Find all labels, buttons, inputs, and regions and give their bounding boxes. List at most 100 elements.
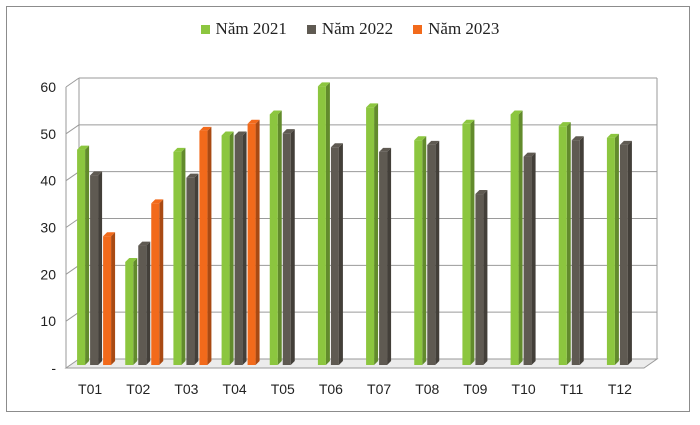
bar [269, 110, 282, 365]
bar-front [427, 144, 436, 365]
x-tick-label: T10 [512, 381, 536, 397]
bar-front [77, 149, 86, 365]
bar-side [229, 131, 234, 365]
bar-top [427, 140, 440, 145]
bar-front [103, 236, 112, 365]
bar-side [531, 152, 536, 365]
bar-side [255, 119, 260, 365]
x-tick-label: T03 [174, 381, 198, 397]
bar-side [470, 119, 475, 365]
bar-front [330, 147, 339, 365]
bar-side [85, 145, 90, 365]
bar-top [269, 110, 282, 115]
bar [103, 232, 116, 365]
legend-label-2021: Năm 2021 [215, 19, 287, 38]
bar-side [483, 190, 488, 365]
bar-front [379, 151, 388, 365]
bar-side [98, 171, 103, 365]
gridline-side [65, 218, 80, 228]
y-tick-label: 50 [40, 126, 56, 142]
gridline-side [65, 264, 80, 275]
bar-front [606, 137, 615, 365]
bar-front [186, 177, 195, 365]
gridline-side [65, 311, 80, 322]
y-tick-label: 30 [40, 220, 56, 236]
bar-top [366, 103, 379, 108]
bar-side [387, 147, 392, 365]
bar [475, 190, 488, 365]
x-tick-label: T04 [223, 381, 247, 397]
bar [282, 129, 295, 365]
bar-top [138, 241, 151, 246]
legend-label-2022: Năm 2022 [321, 19, 394, 38]
bar-front [510, 114, 519, 365]
bar-side [159, 199, 164, 365]
bar-top [199, 126, 212, 131]
bar-front [462, 123, 471, 365]
bar-top [317, 82, 330, 87]
bar [571, 136, 584, 365]
bar [510, 110, 523, 365]
bar-top [619, 140, 632, 145]
bar [90, 171, 103, 365]
bar [199, 126, 212, 365]
bar-top [523, 152, 536, 157]
bar [558, 122, 571, 366]
bar-side [290, 129, 295, 365]
y-tick-label: - [51, 360, 56, 376]
bar-front [619, 144, 628, 365]
chart-floor [64, 358, 659, 369]
bar-top [221, 131, 234, 136]
bar-top [103, 232, 116, 237]
bar-front [199, 130, 208, 365]
bar [330, 143, 343, 365]
bar [138, 241, 151, 365]
y-tick-label: 20 [40, 266, 56, 282]
bar [379, 147, 392, 365]
legend-item-2022: Năm 2022 [306, 19, 394, 39]
bar [221, 131, 234, 365]
bar [247, 119, 260, 365]
bar [234, 131, 247, 365]
x-tick-label: T11 [560, 381, 583, 397]
bar [414, 136, 427, 365]
y-tick-label: 40 [40, 173, 56, 189]
bar-top [462, 119, 475, 124]
bar-front [558, 126, 567, 366]
bar-side [614, 133, 619, 365]
bar [619, 140, 632, 365]
bar-front [221, 135, 230, 365]
x-tick-label: T02 [126, 381, 150, 397]
bar-side [338, 143, 343, 365]
legend-swatch-2021 [200, 24, 210, 34]
x-tick-label: T06 [319, 381, 343, 397]
bar-side [133, 257, 138, 365]
bar-top [90, 171, 103, 176]
legend-swatch-2022 [306, 24, 316, 34]
bar-top [571, 136, 584, 141]
bar-side [518, 110, 523, 365]
legend-item-2023: Năm 2023 [413, 19, 499, 39]
y-tick-label: 10 [40, 313, 56, 329]
bar [151, 199, 164, 365]
bar-front [151, 203, 160, 365]
bar-front [317, 86, 326, 365]
bar-top [234, 131, 247, 136]
x-tick-label: T09 [463, 381, 487, 397]
bar-top [77, 145, 90, 150]
x-tick-label: T01 [78, 381, 102, 397]
y-tick-label: 60 [40, 79, 56, 95]
bar-side [579, 136, 584, 365]
x-tick-label: T07 [367, 381, 391, 397]
bar-front [475, 194, 484, 365]
x-tick-label: T08 [415, 381, 439, 397]
bar-front [282, 133, 291, 365]
bar-side [207, 126, 212, 365]
bars-group [77, 82, 632, 366]
gridline-side [65, 171, 80, 182]
bar-front [247, 123, 256, 365]
bar-front [366, 107, 375, 366]
bar [317, 82, 330, 365]
bar-top [282, 129, 295, 134]
